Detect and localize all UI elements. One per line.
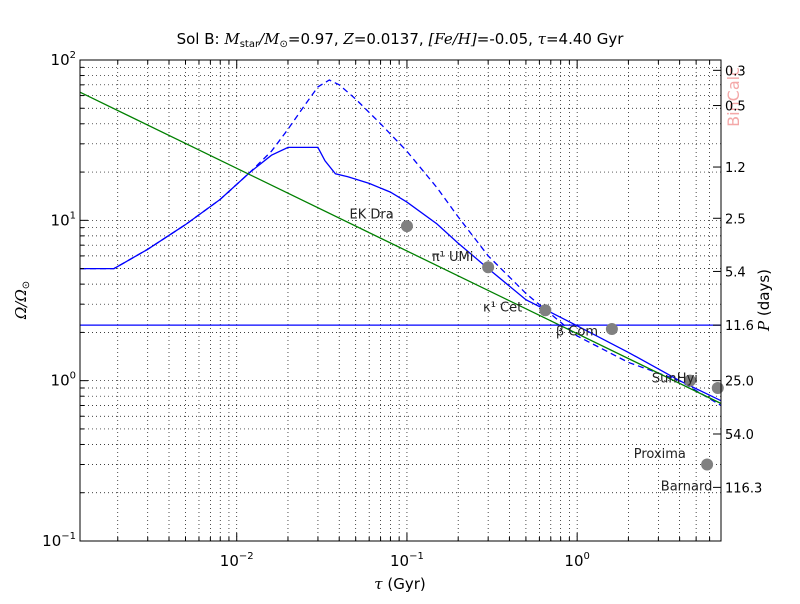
y-tick-label: 10−1 xyxy=(42,531,76,550)
series-group xyxy=(80,79,721,407)
y-axis-label: Ω/Ω⊙ xyxy=(12,281,32,320)
right-tick-label: 2.5 xyxy=(725,212,746,227)
right-tick-label: 0.5 xyxy=(725,100,746,115)
y-tick-label: 100 xyxy=(51,371,76,390)
star-label: κ¹ Cet xyxy=(483,301,522,316)
y-tick-label: 101 xyxy=(51,210,76,229)
right-tick-label: 5.4 xyxy=(725,265,746,280)
star-marker xyxy=(711,382,724,395)
x-tick-label: 100 xyxy=(564,551,589,570)
star-label: EK Dra xyxy=(350,208,394,223)
watermark-text: BinCalc xyxy=(724,67,743,127)
star-marker xyxy=(701,458,714,471)
star-label: Barnard xyxy=(661,479,713,494)
right-tick-label: 116.3 xyxy=(725,481,762,496)
star-label: π¹ UMi xyxy=(432,250,474,265)
y-tick-label: 102 xyxy=(51,50,76,69)
right-tick-label: 1.2 xyxy=(725,161,746,176)
x-tick-label: 10−1 xyxy=(390,551,424,570)
x-tick-label: 10−2 xyxy=(220,551,254,570)
chart-title: Sol B: Mstar/M⊙=0.97, Z=0.0137, [Fe/H]=-… xyxy=(177,30,625,50)
star-marker xyxy=(400,220,413,233)
right-tick-label: 11.6 xyxy=(725,319,754,334)
right-tick-label: 25.0 xyxy=(725,375,754,390)
plot-frame xyxy=(79,59,722,542)
series-line-3 xyxy=(80,91,721,405)
x-axis-label: τ (Gyr) xyxy=(374,575,425,593)
star-marker xyxy=(482,261,495,274)
points-group: EK Dra π¹ UMi κ¹ Cet β Com Sun Hyi Proxima Barn… xyxy=(350,208,724,494)
star-label: Sun xyxy=(652,371,677,386)
series-line-2 xyxy=(80,79,721,407)
star-label: β Com xyxy=(556,325,598,340)
right-axis-label: P (days) xyxy=(755,269,773,332)
right-tick-label: 0.3 xyxy=(725,64,746,79)
star-label: Hyi xyxy=(677,371,698,386)
axis-ticks: 10−2 10−1 100 10−1 100 101 102 0.3 0.5 1.2 2.5 5.4 1… xyxy=(42,50,762,570)
star-marker xyxy=(539,304,552,317)
star-marker xyxy=(683,374,696,387)
right-tick-label: 54.0 xyxy=(725,428,754,443)
star-label: Proxima xyxy=(634,447,686,462)
star-marker xyxy=(605,323,618,336)
